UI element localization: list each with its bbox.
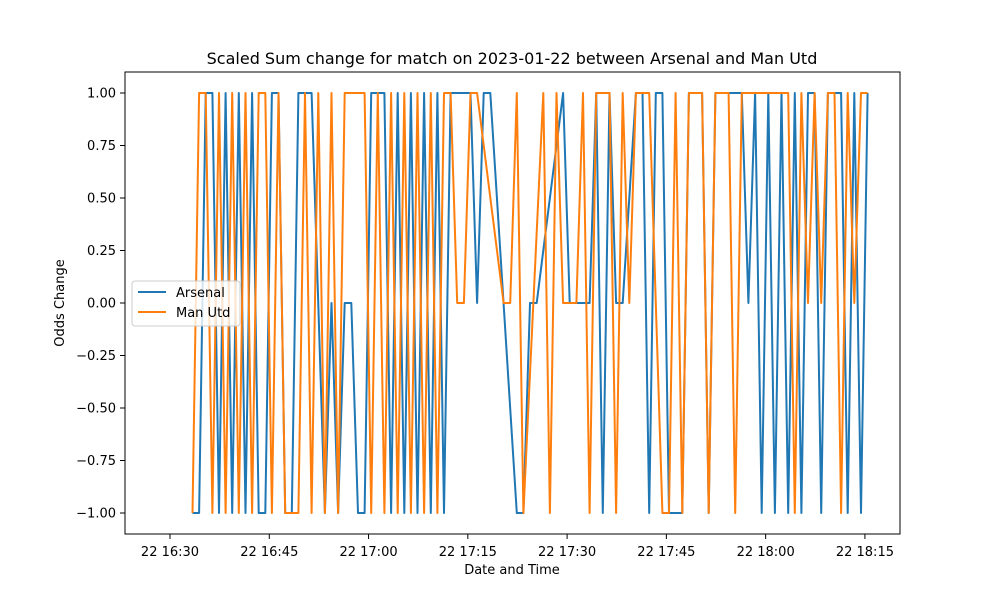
y-tick-label: 0.00: [87, 297, 116, 312]
legend-label-man-utd: Man Utd: [176, 306, 230, 321]
y-axis-label: Odds Change: [53, 259, 68, 346]
x-tick-label: 22 17:30: [538, 545, 596, 560]
series-line-man-utd: [191, 92, 868, 514]
chart-title: Scaled Sum change for match on 2023-01-2…: [207, 49, 818, 68]
x-tick-label: 22 16:45: [240, 545, 298, 560]
y-tick-label: −0.50: [76, 402, 116, 417]
y-tick-label: −0.75: [76, 454, 116, 469]
y-tick-label: −0.25: [76, 349, 116, 364]
legend: Arsenal Man Utd: [131, 280, 241, 327]
x-tick-label: 22 17:00: [339, 545, 397, 560]
y-tick-label: 0.75: [87, 139, 116, 154]
x-tick-label: 22 18:15: [836, 545, 894, 560]
y-tick-label: −1.00: [76, 507, 116, 522]
x-axis-ticks: 22 16:30 22 16:45 22 17:00 22 17:15 22 17:30…: [141, 534, 894, 560]
x-tick-label: 22 17:15: [439, 545, 497, 560]
y-tick-label: 0.25: [87, 244, 116, 259]
series-layer: [191, 92, 869, 514]
legend-label-arsenal: Arsenal: [176, 286, 225, 301]
x-tick-label: 22 16:30: [141, 545, 199, 560]
x-axis-label: Date and Time: [464, 563, 560, 578]
y-tick-label: 0.50: [87, 192, 116, 207]
y-axis-ticks: −1.00 −0.75 −0.50 −0.25 0.00 0.25 0.50 0.75 1.00: [76, 87, 125, 522]
x-tick-label: 22 18:00: [737, 545, 795, 560]
y-tick-label: 1.00: [87, 87, 116, 102]
x-tick-label: 22 17:45: [637, 545, 695, 560]
